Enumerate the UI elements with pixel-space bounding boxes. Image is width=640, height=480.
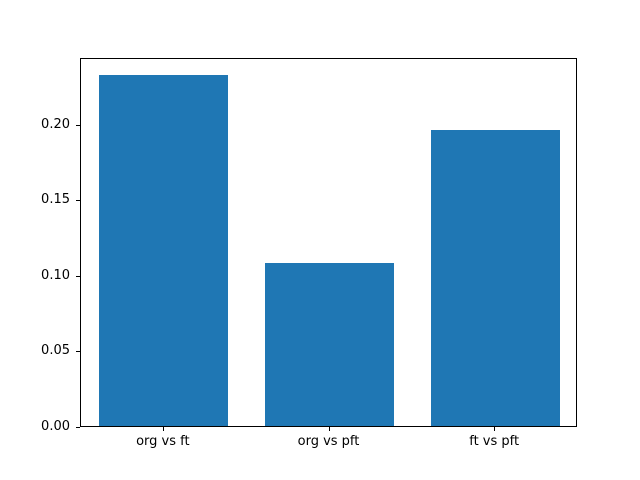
x-tick-mark bbox=[494, 427, 496, 431]
plot-area bbox=[80, 58, 577, 427]
y-tick-label: 0.15 bbox=[41, 192, 70, 208]
y-tick-label: 0.10 bbox=[41, 267, 70, 283]
y-tick-mark bbox=[76, 275, 80, 277]
bar-org-vs-ft bbox=[99, 75, 229, 426]
y-tick-mark bbox=[76, 124, 80, 126]
y-tick-mark bbox=[76, 200, 80, 202]
bar-org-vs-pft bbox=[264, 262, 395, 426]
x-tick-label: org vs ft bbox=[136, 434, 190, 449]
y-tick-label: 0.20 bbox=[41, 116, 70, 132]
x-tick-mark bbox=[162, 427, 164, 431]
x-tick-mark bbox=[328, 427, 330, 431]
x-tick-label: ft vs pft bbox=[469, 434, 520, 449]
y-tick-mark bbox=[76, 427, 80, 428]
x-tick-label: org vs pft bbox=[297, 434, 360, 449]
bar-ft-vs-pft bbox=[430, 129, 560, 426]
y-tick-mark bbox=[76, 351, 80, 353]
y-tick-label: 0.00 bbox=[41, 419, 70, 434]
y-tick-label: 0.05 bbox=[41, 343, 70, 359]
